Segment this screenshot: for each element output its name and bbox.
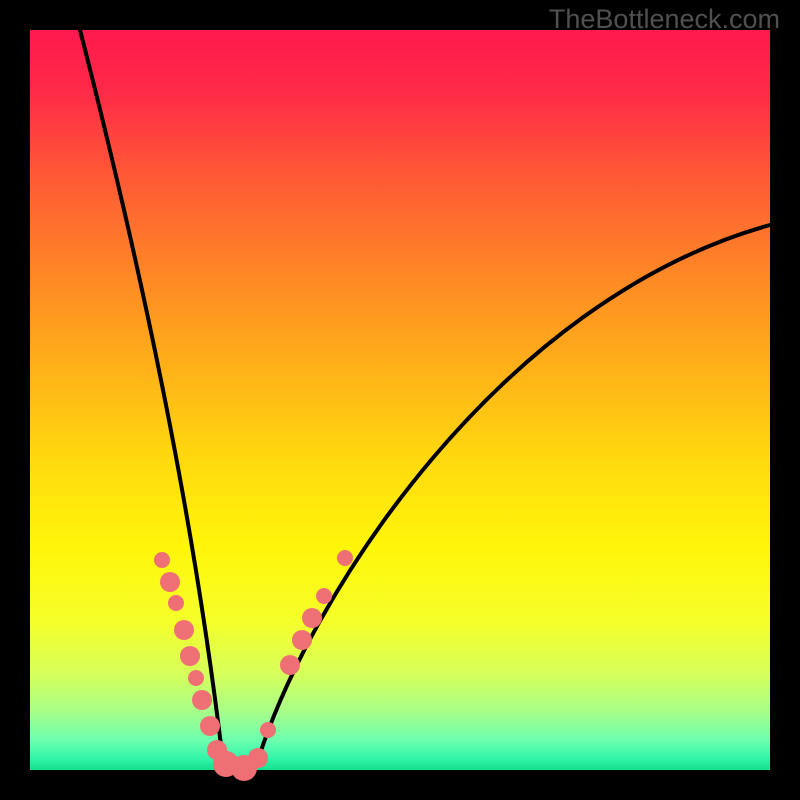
- data-point: [292, 630, 312, 650]
- data-point: [154, 552, 170, 568]
- bottleneck-chart: [0, 0, 800, 800]
- data-point: [174, 620, 194, 640]
- data-point: [188, 670, 204, 686]
- data-point: [337, 550, 353, 566]
- watermark-text: TheBottleneck.com: [549, 4, 780, 35]
- chart-frame: TheBottleneck.com: [0, 0, 800, 800]
- data-point: [260, 722, 276, 738]
- data-point: [192, 690, 212, 710]
- data-point: [302, 608, 322, 628]
- plot-background-gradient: [30, 30, 770, 770]
- data-point: [180, 646, 200, 666]
- data-point: [168, 595, 184, 611]
- data-point: [316, 588, 332, 604]
- data-point: [248, 748, 268, 768]
- data-point: [280, 655, 300, 675]
- data-point: [160, 572, 180, 592]
- data-point: [200, 716, 220, 736]
